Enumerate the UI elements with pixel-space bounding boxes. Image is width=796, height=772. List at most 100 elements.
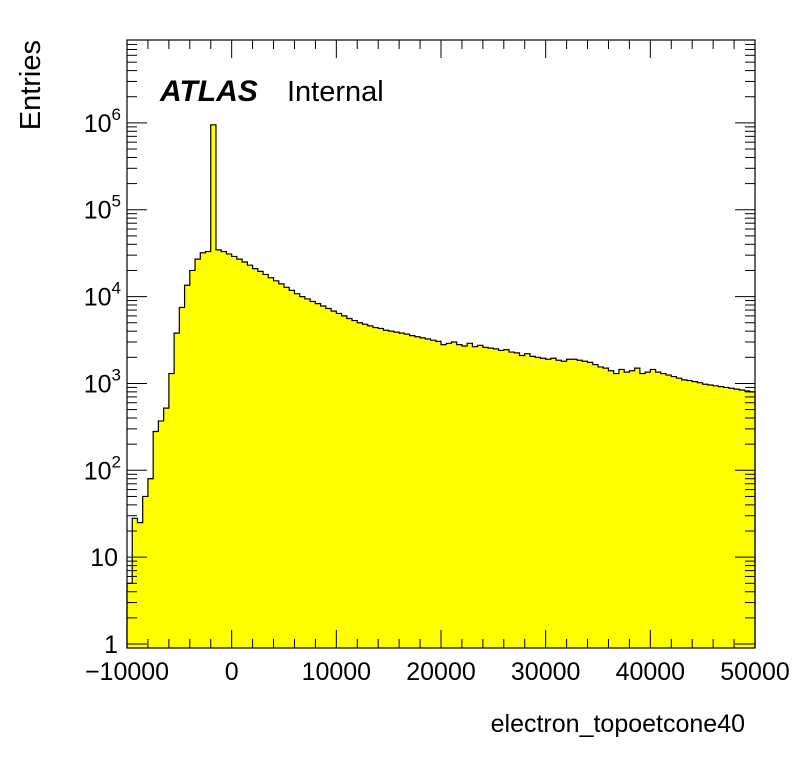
histogram-bin <box>566 359 573 648</box>
histogram-bin <box>388 331 395 648</box>
histogram-bin <box>357 322 363 648</box>
histogram-bin <box>702 384 709 648</box>
histogram-bin <box>168 373 175 648</box>
histogram-bin <box>467 343 473 648</box>
histogram-bin <box>603 368 609 648</box>
histogram-bin <box>414 336 421 648</box>
histogram-bin <box>184 285 191 648</box>
histogram-bin <box>158 420 165 648</box>
histogram-bin <box>147 478 154 648</box>
histogram-bin <box>263 274 269 648</box>
histogram-bin <box>472 346 479 648</box>
histogram-bin <box>231 256 238 648</box>
histogram-bin <box>142 496 149 648</box>
histogram-bin <box>179 307 185 648</box>
histogram-outline <box>126 124 756 648</box>
histogram-bin <box>294 293 301 648</box>
histogram-bin <box>545 359 552 648</box>
y-axis-title: Entries <box>15 40 47 130</box>
histogram-bin <box>205 251 212 648</box>
x-tick-label: 40000 <box>616 658 686 686</box>
histogram-bin <box>634 368 641 648</box>
histogram-bin <box>367 325 374 648</box>
histogram-bin <box>686 380 693 648</box>
histogram-bin <box>524 353 531 648</box>
histogram-bin <box>749 391 756 648</box>
x-tick-label: 10000 <box>302 658 372 686</box>
histogram-bin <box>676 378 683 648</box>
x-axis-title: electron_topoetcone40 <box>491 710 745 738</box>
histogram-bin <box>215 249 222 648</box>
histogram-bin <box>336 313 342 648</box>
atlas-label: ATLAS <box>159 75 258 108</box>
y-tick-label: 10 <box>90 544 118 572</box>
histogram-bin <box>310 301 316 648</box>
histogram-bin <box>514 352 520 648</box>
histogram-bin <box>446 343 452 648</box>
histogram-bin <box>493 348 499 648</box>
histogram-bin <box>561 361 567 648</box>
histogram-bin <box>236 259 243 648</box>
histogram-bin <box>383 330 390 648</box>
histogram-bin <box>451 342 458 648</box>
y-tick-label: 102 <box>84 452 121 485</box>
histogram-bin <box>639 373 646 648</box>
histogram-bin <box>278 283 285 648</box>
histogram-bin <box>529 356 536 648</box>
histogram-bin <box>744 390 751 648</box>
histogram-bin <box>550 358 557 648</box>
histogram-bin <box>645 372 651 648</box>
histogram-bin <box>461 345 468 648</box>
histogram-bin <box>304 298 311 648</box>
histogram-bin <box>503 349 510 648</box>
histogram-bin <box>456 344 463 648</box>
histogram-bin <box>509 352 515 648</box>
histogram-bin <box>399 333 405 648</box>
x-tick-label: −10000 <box>85 658 169 686</box>
histogram-bin <box>587 362 594 648</box>
histogram-bin <box>325 308 332 648</box>
histogram-bin <box>242 262 248 648</box>
y-tick-label: 1 <box>104 631 118 659</box>
histogram-bin <box>420 337 426 648</box>
histogram-bin <box>707 384 714 648</box>
histogram-bin <box>362 324 369 648</box>
histogram-bin <box>723 387 730 648</box>
histogram-bin <box>299 296 306 648</box>
x-tick-label: 30000 <box>511 658 581 686</box>
y-tick-label: 105 <box>84 192 121 225</box>
histogram-bin <box>257 271 264 648</box>
histogram-bin <box>482 347 489 648</box>
histogram-bin <box>435 341 442 648</box>
histogram-bin <box>650 369 656 648</box>
histogram-bin <box>718 386 724 648</box>
histogram-bin <box>608 370 615 648</box>
histogram-bin <box>441 344 447 648</box>
histogram-bin <box>320 305 327 648</box>
histogram-bin <box>174 333 180 648</box>
histogram-bin <box>247 265 253 648</box>
histogram-bin <box>488 348 494 648</box>
histogram-bin <box>163 408 170 648</box>
histogram-bin <box>341 315 348 648</box>
y-tick-label: 104 <box>84 279 121 312</box>
histogram-bin <box>613 373 620 648</box>
histogram-bin <box>598 366 604 648</box>
histogram-bin <box>498 350 505 648</box>
histogram-bin <box>671 376 677 648</box>
histogram-bin <box>592 364 599 648</box>
histogram-bin <box>681 379 688 648</box>
histogram-bin <box>226 253 233 648</box>
histogram-bin <box>404 334 410 648</box>
histogram-bin <box>346 318 353 648</box>
internal-label: Internal <box>287 76 384 108</box>
histogram-bin <box>477 345 484 648</box>
axis-labels: −10000 0 10000 20000 30000 40000 50000 1 10 102 10… <box>84 105 790 686</box>
x-tick-label: 20000 <box>406 658 476 686</box>
histogram-bin <box>577 360 583 648</box>
histogram-bin <box>137 522 144 648</box>
y-tick-label: 103 <box>84 365 121 398</box>
histogram-bin <box>713 385 719 648</box>
histogram-bin <box>268 277 274 648</box>
